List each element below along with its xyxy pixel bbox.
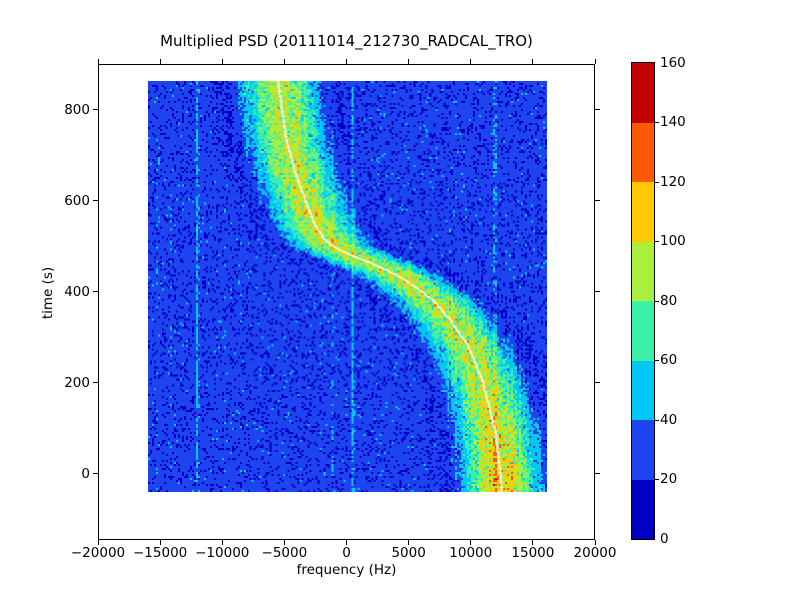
colorbar-segment <box>632 122 654 182</box>
colorbar-tick <box>655 360 659 361</box>
colorbar-tick-label: 140 <box>660 114 686 130</box>
y-tick-left <box>93 473 98 475</box>
x-tick-bottom <box>470 540 472 545</box>
colorbar-segment <box>632 63 654 123</box>
x-tick-bottom <box>283 540 285 545</box>
colorbar <box>631 62 655 540</box>
colorbar-segment <box>632 479 654 539</box>
x-tick-label: 0 <box>342 545 351 561</box>
y-tick-right <box>595 200 600 202</box>
y-tick-label: 400 <box>64 283 90 300</box>
y-tick-label: 200 <box>64 374 90 391</box>
colorbar-tick-label: 160 <box>660 54 686 71</box>
y-tick-right <box>595 109 600 111</box>
x-tick-label: 20000 <box>573 545 617 561</box>
y-tick-label: 0 <box>81 465 90 482</box>
x-tick-label: −15000 <box>132 545 188 561</box>
x-tick-top <box>346 59 347 64</box>
x-tick-top <box>283 59 285 64</box>
y-tick-left <box>93 382 98 384</box>
colorbar-tick <box>655 122 659 123</box>
x-tick-bottom <box>159 540 161 545</box>
colorbar-tick-label: 100 <box>660 233 686 249</box>
y-axis-label: time (s) <box>40 266 56 320</box>
x-tick-label: −5000 <box>261 545 308 561</box>
colorbar-tick <box>655 300 659 302</box>
colorbar-segment <box>632 360 654 420</box>
x-tick-label: −10000 <box>195 545 250 561</box>
x-tick-top <box>532 59 534 64</box>
x-tick-bottom <box>97 540 99 545</box>
x-tick-bottom <box>221 540 223 545</box>
y-tick-right <box>595 291 600 293</box>
chart-title: Multiplied PSD (20111014_212730_RADCAL_T… <box>160 32 533 50</box>
colorbar-tick <box>655 479 659 480</box>
y-tick-label: 600 <box>64 192 90 209</box>
colorbar-segment <box>632 182 654 242</box>
x-tick-label: 10000 <box>449 545 493 561</box>
x-tick-bottom <box>594 540 596 545</box>
colorbar-segment <box>632 241 654 301</box>
y-tick-left <box>93 200 98 202</box>
x-tick-bottom <box>532 540 534 545</box>
x-tick-top <box>470 59 472 64</box>
colorbar-tick <box>655 241 659 242</box>
colorbar-tick-label: 40 <box>660 411 678 428</box>
colorbar-tick-label: 120 <box>660 173 686 190</box>
colorbar-tick <box>655 181 659 183</box>
axes-frame <box>98 64 595 540</box>
x-axis-label: frequency (Hz) <box>296 562 397 578</box>
y-tick-left <box>93 291 98 293</box>
colorbar-tick-label: 0 <box>660 530 669 547</box>
y-tick-left <box>93 109 98 111</box>
colorbar-tick-label: 60 <box>660 352 678 368</box>
x-tick-top <box>159 59 161 64</box>
colorbar-segment <box>632 301 654 361</box>
y-tick-label: 800 <box>64 101 90 118</box>
colorbar-tick-label: 80 <box>660 292 678 309</box>
x-tick-label: −20000 <box>70 545 126 561</box>
x-tick-label: 15000 <box>511 545 555 561</box>
colorbar-tick-label: 20 <box>660 471 678 487</box>
x-tick-bottom <box>408 540 410 545</box>
y-tick-right <box>595 382 600 384</box>
x-tick-top <box>594 59 596 64</box>
x-tick-top <box>97 59 99 64</box>
y-tick-right <box>595 473 600 475</box>
colorbar-tick <box>655 419 659 421</box>
x-tick-top <box>408 59 410 64</box>
x-tick-bottom <box>346 540 347 545</box>
x-tick-label: 5000 <box>391 545 426 561</box>
doppler-track-overlay <box>148 81 547 492</box>
colorbar-segment <box>632 420 654 480</box>
x-tick-top <box>221 59 223 64</box>
